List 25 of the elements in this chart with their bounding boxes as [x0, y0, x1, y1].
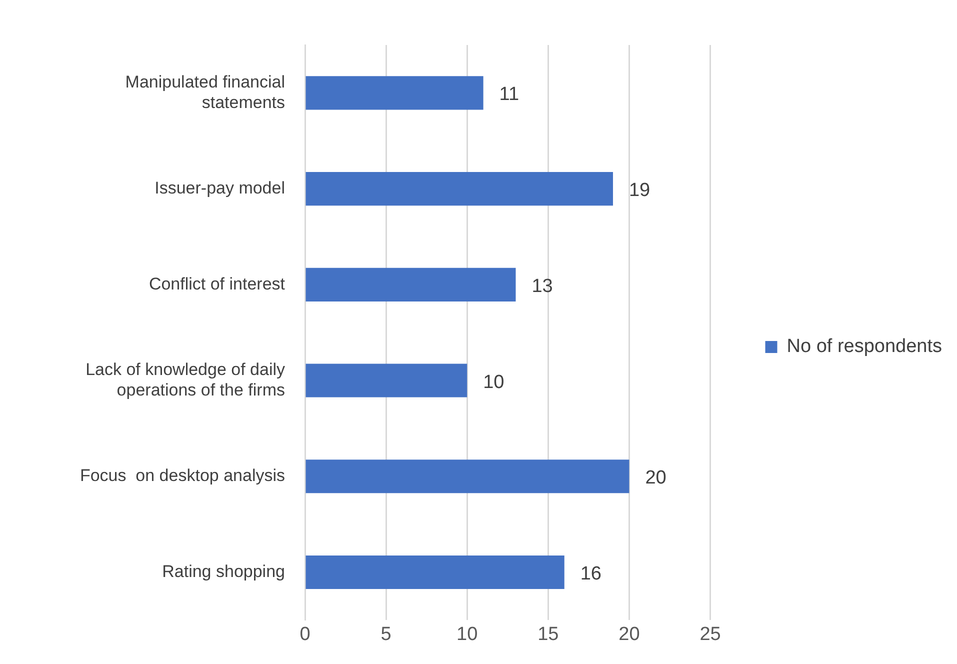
y-tick-label: Issuer-pay model	[154, 178, 285, 198]
bar	[306, 555, 564, 590]
x-tick-label: 0	[300, 624, 310, 645]
data-label: 20	[645, 468, 666, 489]
data-label: 11	[499, 84, 520, 106]
data-label: 13	[532, 276, 553, 297]
x-tick-label: 10	[456, 624, 478, 645]
bar	[306, 268, 516, 302]
x-tick-label: 5	[380, 624, 392, 645]
x-tick-label: 15	[538, 624, 559, 645]
y-tick-label: Conflict of interest	[148, 274, 286, 294]
data-label: 10	[483, 372, 504, 393]
bar	[306, 460, 630, 494]
x-tick-label: 25	[700, 624, 721, 645]
y-tick-label: Focus on desktop analysis	[80, 466, 285, 486]
bar	[306, 76, 484, 110]
data-label: 19	[628, 180, 650, 202]
data-label: 16	[580, 564, 602, 584]
bar	[306, 364, 468, 398]
y-tick-label: Lack of knowledge of daily operations of the firms	[86, 360, 286, 400]
y-tick-label: Manipulated financial statements	[125, 72, 285, 112]
bar	[306, 172, 613, 206]
x-tick-label: 20	[618, 624, 640, 645]
legend-label: No of respondents	[786, 336, 942, 358]
y-tick-label: Rating shopping	[162, 562, 285, 581]
